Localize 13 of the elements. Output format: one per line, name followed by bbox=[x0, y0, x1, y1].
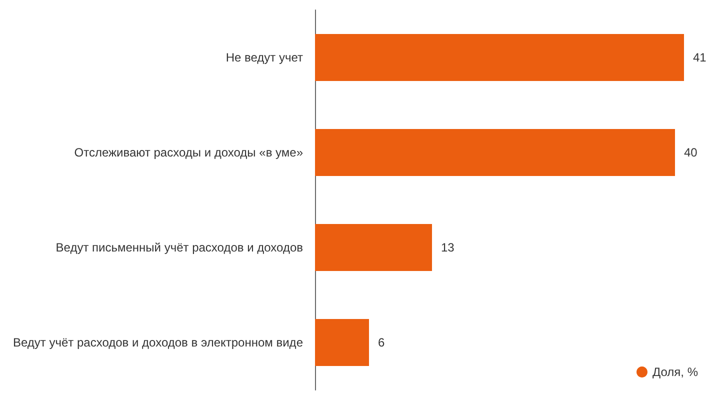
data-label: 40 bbox=[684, 146, 698, 160]
bar bbox=[315, 34, 684, 82]
y-tick-label: Отслеживают расходы и доходы «в уме» bbox=[74, 146, 304, 160]
y-tick-label: Не ведут учет bbox=[226, 50, 304, 64]
data-label: 13 bbox=[441, 240, 455, 254]
bar bbox=[315, 128, 675, 176]
data-label: 41 bbox=[693, 50, 707, 64]
bar bbox=[315, 318, 369, 366]
y-tick-label: Ведут письменный учёт расходов и доходов bbox=[56, 240, 303, 254]
bar bbox=[315, 224, 432, 272]
y-tick-label: Ведут учёт расходов и доходов в электронном виде bbox=[13, 336, 304, 350]
legend-label: Доля, % bbox=[652, 365, 698, 379]
data-label: 6 bbox=[378, 336, 385, 350]
